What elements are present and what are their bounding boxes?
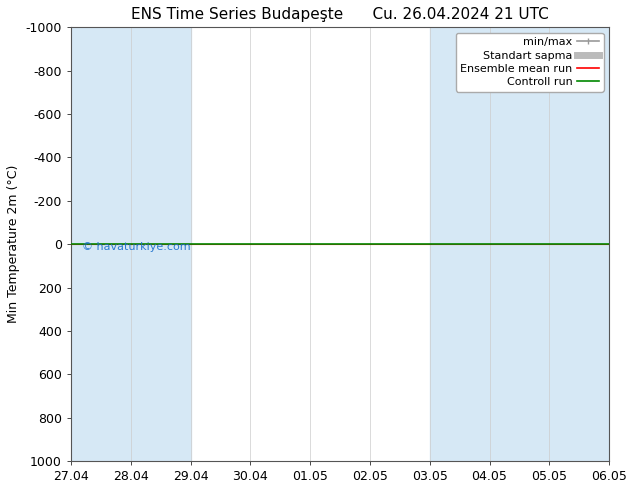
Bar <box>489 27 549 461</box>
Y-axis label: Min Temperature 2m (°C): Min Temperature 2m (°C) <box>7 165 20 323</box>
Bar <box>71 27 131 461</box>
Legend: min/max, Standart sapma, Ensemble mean run, Controll run: min/max, Standart sapma, Ensemble mean r… <box>456 33 604 92</box>
Bar <box>131 27 190 461</box>
Title: ENS Time Series Budapeşte      Cu. 26.04.2024 21 UTC: ENS Time Series Budapeşte Cu. 26.04.2024… <box>131 7 549 22</box>
Text: © havaturkiye.com: © havaturkiye.com <box>82 242 190 252</box>
Bar <box>549 27 609 461</box>
Bar <box>430 27 489 461</box>
